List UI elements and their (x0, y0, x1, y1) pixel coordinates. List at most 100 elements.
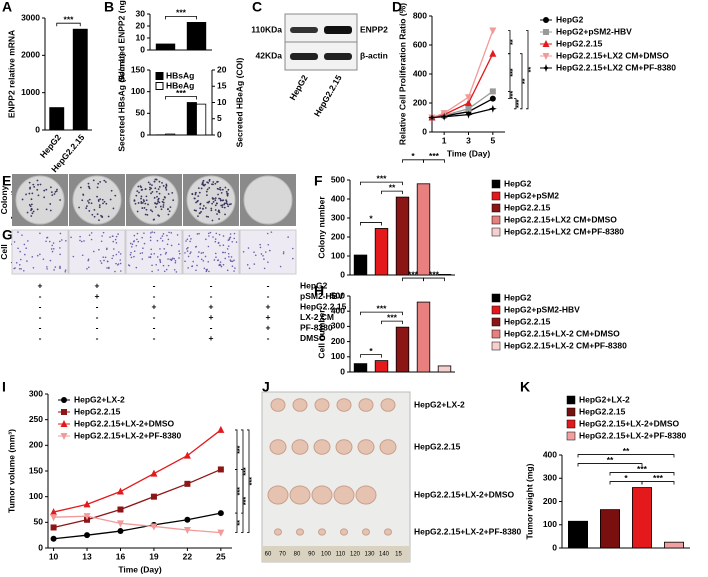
y-tick-label: 200 (543, 496, 557, 506)
sig-label: *** (637, 464, 648, 474)
cell (130, 256, 133, 259)
colony (171, 191, 174, 194)
colony (225, 199, 227, 202)
sig-bracket (577, 463, 643, 467)
cell (235, 241, 238, 243)
colony (218, 209, 220, 212)
sig-bracket (360, 181, 403, 186)
colony (197, 199, 199, 202)
panel-label: K (520, 379, 530, 395)
cell (214, 240, 217, 243)
colony (29, 205, 32, 208)
cell (231, 240, 234, 243)
legend-label: HepG2.2.15+LX2 CM+DMSO (556, 50, 669, 60)
cell (133, 255, 135, 258)
cell (119, 262, 122, 265)
cell (64, 270, 67, 273)
colony (32, 210, 35, 213)
table-mark: + (209, 333, 214, 343)
cell (188, 235, 191, 237)
cell (150, 248, 153, 251)
tumor (291, 439, 309, 455)
colony (135, 194, 138, 197)
cell (165, 268, 168, 271)
colony (102, 202, 104, 205)
colony (197, 215, 199, 217)
cell (87, 258, 90, 261)
cell (189, 252, 191, 255)
cell (291, 247, 294, 250)
colony (54, 191, 57, 193)
cell (202, 251, 205, 254)
table-mark: - (39, 322, 42, 332)
colony (134, 202, 137, 205)
cell (207, 260, 210, 263)
series-line (431, 108, 493, 119)
cell (227, 245, 230, 247)
colony (45, 208, 48, 211)
ruler-label: 70 (279, 552, 286, 558)
sig-label: * (369, 346, 373, 356)
bar (437, 274, 452, 276)
colony (162, 204, 165, 206)
cell (59, 232, 62, 235)
legend-swatch (491, 215, 501, 225)
colony (87, 182, 90, 185)
legend-label: HepG2+pSM2-HBV (504, 304, 580, 314)
tumor (274, 528, 282, 536)
y-tick-label: 0 (552, 542, 557, 552)
table-mark: - (153, 312, 156, 322)
cell (170, 232, 173, 234)
colony (215, 202, 218, 205)
axis-label: Relative Cell Proliferation Ratio (%) (397, 3, 407, 145)
cell (269, 249, 271, 252)
cell (163, 270, 166, 273)
colony (140, 186, 143, 189)
point (489, 95, 496, 102)
colony (99, 181, 102, 183)
cell (135, 244, 138, 247)
cell (214, 238, 217, 240)
point (217, 529, 225, 537)
blot-band (324, 26, 352, 34)
point (117, 528, 124, 535)
tumor (296, 528, 304, 536)
tumor (336, 398, 352, 412)
group-label: HepG2.2.15+LX-2+DMSO (414, 489, 515, 499)
cell (207, 245, 210, 248)
blot-band (290, 53, 318, 60)
colony (210, 207, 213, 210)
point (50, 514, 58, 522)
colony (137, 202, 140, 204)
cell (196, 233, 199, 235)
cell (119, 253, 122, 255)
cell (106, 260, 109, 263)
cell (242, 250, 245, 253)
colony (167, 208, 169, 210)
cell (229, 233, 232, 235)
bar (72, 28, 88, 131)
cell (137, 240, 140, 243)
legend-label: HepG2.2.15+LX2 CM+PF-8380 (556, 62, 676, 72)
legend-swatch (491, 179, 501, 189)
colony (149, 209, 152, 212)
y-tick-label: 5 (217, 113, 222, 123)
cell (253, 263, 256, 265)
cell (39, 253, 41, 256)
ruler-label: 90 (308, 552, 315, 558)
cell (233, 232, 236, 235)
y-tick-label: 10 (217, 97, 227, 107)
table-mark: - (153, 333, 156, 343)
cell (88, 234, 91, 236)
table-mark: - (267, 333, 270, 343)
table-mark: - (153, 322, 156, 332)
cell (160, 237, 162, 240)
cell (213, 259, 216, 261)
table-label: PF-8380 (300, 322, 333, 332)
y-tick-label: 500 (331, 290, 345, 300)
point (183, 527, 191, 535)
bar (437, 365, 452, 373)
colony (208, 186, 211, 189)
table-label: LX-2 CM (300, 312, 334, 322)
cell (263, 267, 266, 270)
